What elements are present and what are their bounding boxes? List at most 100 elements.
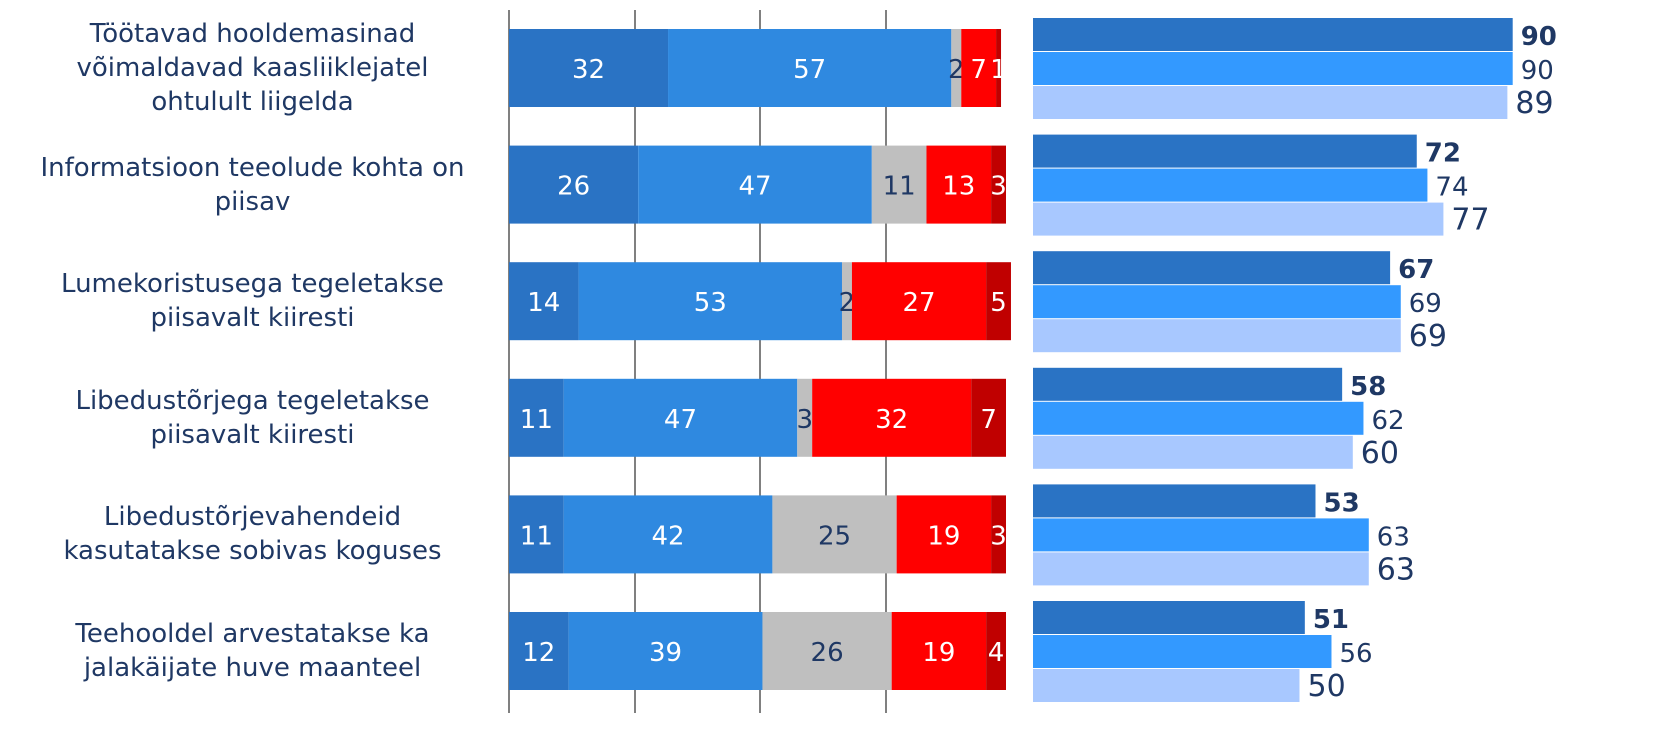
right-value-label: 53: [1323, 488, 1359, 518]
stacked-segment: [896, 495, 992, 574]
stacked-value-label: 39: [649, 638, 682, 668]
right-value-label: 63: [1377, 522, 1410, 552]
right-bar: [1033, 251, 1391, 285]
stacked-segment: [509, 145, 639, 224]
stacked-segment: [841, 262, 852, 341]
stacked-segment: [986, 612, 1006, 690]
stacked-segment: [991, 145, 1006, 224]
stacked-value-label: 19: [922, 638, 955, 668]
stacked-segment: [772, 495, 897, 574]
stacked-segment: [563, 378, 798, 457]
right-bar: [1033, 202, 1444, 236]
right-value-label: 63: [1377, 552, 1415, 587]
stacked-value-label: 57: [793, 55, 826, 85]
stacked-value-label: 12: [522, 638, 555, 668]
right-bar: [1033, 52, 1513, 85]
right-bar: [1033, 367, 1343, 401]
stacked-value-label: 3: [990, 521, 1007, 551]
right-value-label: 90: [1521, 56, 1554, 86]
stacked-segment: [762, 612, 892, 690]
right-value-label: 74: [1435, 173, 1468, 203]
stacked-segment: [563, 495, 773, 574]
right-value-label: 69: [1409, 319, 1447, 354]
stacked-value-label: 13: [942, 172, 975, 202]
stacked-segment: [891, 612, 987, 690]
stacked-value-label: 53: [694, 288, 727, 318]
stacked-value-label: 11: [883, 172, 916, 202]
right-bar: [1033, 601, 1305, 634]
right-bar: [1033, 168, 1428, 202]
stacked-value-label: 27: [902, 288, 935, 318]
right-value-label: 60: [1361, 436, 1399, 471]
category-label: Töötavad hooldemasinad võimaldavad kaasl…: [76, 19, 429, 117]
stacked-value-label: 25: [818, 521, 851, 551]
right-bar: [1033, 552, 1369, 586]
right-bar: [1033, 18, 1513, 51]
stacked-value-label: 2: [839, 288, 856, 318]
category-label: Libedustõrjega tegeletakse piisavalt kii…: [75, 385, 430, 450]
right-value-label: 62: [1371, 406, 1404, 436]
stacked-segment: [961, 29, 997, 107]
stacked-value-label: 11: [520, 405, 553, 435]
category-label: Teehooldel arvestatakse ka jalakäijate h…: [75, 619, 430, 683]
stacked-segment: [926, 145, 992, 224]
right-bar: [1033, 669, 1300, 702]
stacked-segment: [986, 262, 1011, 341]
stacked-segment: [991, 495, 1006, 574]
stacked-segment: [568, 612, 763, 690]
right-bar: [1033, 401, 1364, 435]
stacked-value-label: 47: [664, 405, 697, 435]
right-value-label: 51: [1313, 605, 1349, 635]
stacked-value-label: 32: [875, 405, 908, 435]
stacked-value-label: 2: [948, 55, 965, 85]
stacked-value-label: 14: [527, 288, 560, 318]
stacked-value-label: 3: [990, 172, 1007, 202]
right-bar: [1033, 635, 1332, 668]
right-bar: [1033, 435, 1353, 469]
stacked-value-label: 7: [970, 55, 987, 85]
right-bar: [1033, 518, 1369, 552]
right-value-label: 89: [1515, 86, 1553, 121]
stacked-value-label: 26: [811, 638, 844, 668]
stacked-value-label: 1: [990, 55, 1007, 85]
stacked-value-label: 4: [988, 638, 1005, 668]
right-bar: [1033, 86, 1508, 119]
stacked-segment: [509, 29, 669, 107]
category-label: Informatsioon teeolude kohta on piisav: [40, 152, 465, 217]
right-value-label: 69: [1409, 289, 1442, 319]
right-value-label: 50: [1308, 669, 1346, 704]
category-label: Lumekoristusega tegeletakse piisavalt ki…: [61, 269, 444, 334]
stacked-value-label: 5: [990, 288, 1007, 318]
right-value-label: 72: [1425, 139, 1461, 169]
stacked-segment: [851, 262, 987, 341]
stacked-segment: [509, 495, 564, 574]
stacked-value-label: 3: [796, 405, 813, 435]
stacked-segment: [509, 378, 564, 457]
stacked-segment: [812, 378, 972, 457]
right-value-label: 77: [1451, 203, 1489, 238]
right-bar: [1033, 319, 1401, 353]
stacked-segment: [668, 29, 952, 107]
stacked-value-label: 32: [572, 55, 605, 85]
stacked-value-label: 19: [927, 521, 960, 551]
right-value-label: 56: [1339, 639, 1372, 669]
stacked-segment: [509, 262, 579, 341]
stacked-value-label: 11: [520, 521, 553, 551]
right-value-label: 67: [1398, 255, 1434, 285]
stacked-value-label: 42: [651, 521, 684, 551]
right-bar: [1033, 484, 1316, 518]
stacked-value-label: 26: [557, 172, 590, 202]
right-bar: [1033, 285, 1401, 319]
right-value-label: 90: [1521, 22, 1557, 52]
stacked-value-label: 7: [980, 405, 997, 435]
stacked-segment: [971, 378, 1006, 457]
stacked-value-label: 47: [738, 172, 771, 202]
right-value-label: 58: [1350, 372, 1386, 402]
stacked-segment: [797, 378, 813, 457]
stacked-segment: [578, 262, 842, 341]
stacked-segment: [996, 29, 1002, 107]
stacked-segment: [951, 29, 962, 107]
stacked-segment: [638, 145, 872, 224]
stacked-segment: [871, 145, 927, 224]
